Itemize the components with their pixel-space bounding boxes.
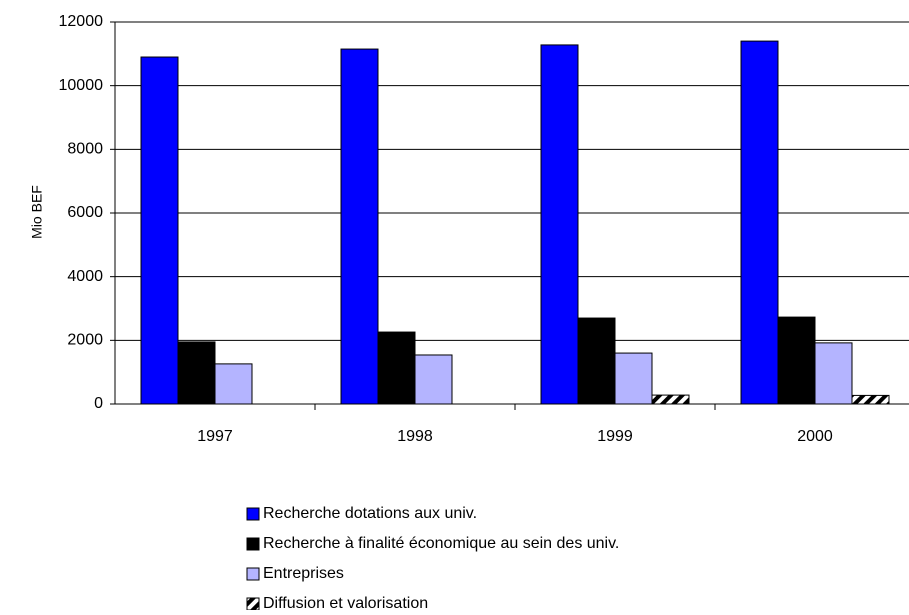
y-tick-label: 10000 bbox=[59, 77, 104, 94]
bar bbox=[140, 56, 179, 405]
y-tick-label: 4000 bbox=[67, 268, 103, 285]
y-tick-label: 0 bbox=[94, 395, 103, 412]
bar bbox=[340, 48, 379, 405]
x-tick-label: 1999 bbox=[597, 428, 633, 445]
bar bbox=[851, 394, 890, 405]
legend-swatch bbox=[246, 567, 260, 581]
bar bbox=[414, 354, 453, 405]
bar bbox=[214, 363, 253, 405]
bar bbox=[577, 317, 616, 405]
legend-label: Entreprises bbox=[263, 565, 344, 582]
legend-swatch bbox=[246, 537, 260, 551]
x-tick-label: 1998 bbox=[397, 428, 433, 445]
bar bbox=[777, 316, 816, 405]
bar bbox=[177, 341, 216, 405]
bar bbox=[540, 44, 579, 405]
y-tick-label: 2000 bbox=[67, 332, 103, 349]
legend-label: Diffusion et valorisation bbox=[263, 595, 428, 610]
x-tick-label: 1997 bbox=[197, 428, 233, 445]
legend-swatch bbox=[246, 507, 260, 521]
y-tick-label: 12000 bbox=[59, 13, 104, 30]
y-tick-label: 6000 bbox=[67, 204, 103, 221]
legend-label: Recherche à finalité économique au sein … bbox=[263, 535, 619, 552]
bar bbox=[651, 394, 690, 405]
legend-swatch bbox=[246, 597, 260, 611]
y-tick-label: 8000 bbox=[67, 141, 103, 158]
bar bbox=[814, 342, 853, 405]
bar bbox=[740, 40, 779, 405]
bar bbox=[377, 331, 416, 405]
y-axis-label: Mio BEF bbox=[29, 185, 45, 239]
x-tick-label: 2000 bbox=[797, 428, 833, 445]
bar bbox=[614, 352, 653, 405]
legend-label: Recherche dotations aux univ. bbox=[263, 505, 477, 522]
